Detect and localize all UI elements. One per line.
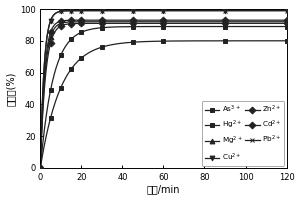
Y-axis label: 去除率(%): 去除率(%) (6, 71, 16, 106)
Legend: As$^{3+}$, Hg$^{2+}$, Mg$^{2+}$, Cu$^{2+}$, Zn$^{2+}$, Cd$^{2+}$, Pb$^{2+}$: As$^{3+}$, Hg$^{2+}$, Mg$^{2+}$, Cu$^{2+… (202, 101, 284, 166)
X-axis label: 时间/min: 时间/min (147, 184, 180, 194)
